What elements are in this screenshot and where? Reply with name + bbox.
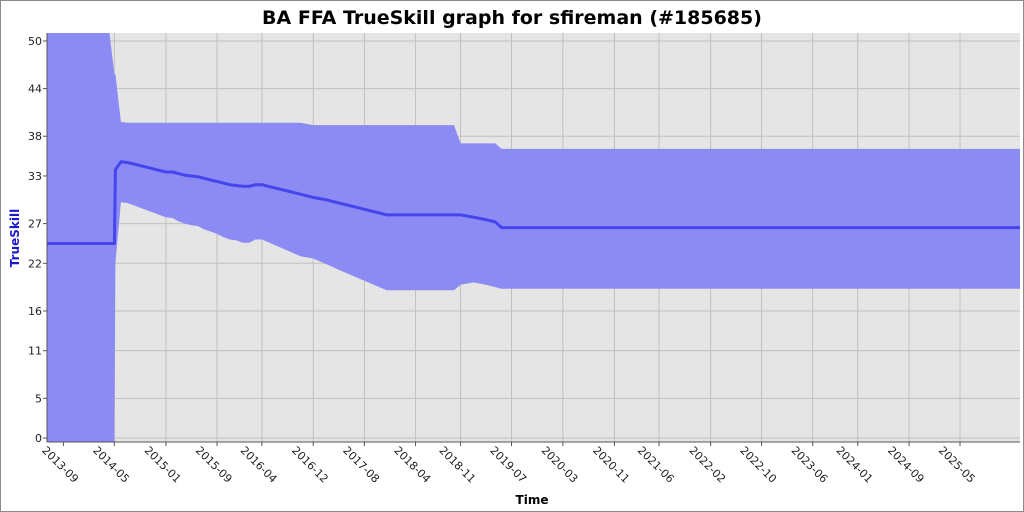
y-tick-labels: 0 5 11 16 22 27 33 38 44 50 bbox=[28, 35, 47, 445]
x-tick-label: 2022-10 bbox=[737, 444, 779, 486]
x-tick-label: 2019-07 bbox=[487, 444, 529, 486]
chart-title: BA FFA TrueSkill graph for sfireman (#18… bbox=[262, 7, 762, 29]
x-tick-label: 2021-06 bbox=[635, 444, 677, 486]
y-tick-label: 0 bbox=[35, 432, 42, 445]
y-axis-title: TrueSkill bbox=[8, 209, 22, 267]
y-tick-label: 16 bbox=[28, 305, 42, 318]
x-tick-label: 2024-09 bbox=[885, 444, 927, 486]
uncertainty-band bbox=[47, 33, 1020, 442]
x-tick-label: 2015-09 bbox=[193, 444, 235, 486]
trueskill-line bbox=[47, 160, 1020, 245]
y-tick-label: 50 bbox=[28, 35, 42, 48]
x-tick-label: 2014-05 bbox=[90, 444, 132, 486]
x-tick-labels: 2013-09 2014-05 2015-01 2015-09 2016-04 2016-… bbox=[39, 442, 978, 486]
x-tick-label: 2016-12 bbox=[289, 444, 331, 486]
y-tick-label: 44 bbox=[28, 83, 42, 96]
x-tick-label: 2024-01 bbox=[834, 444, 876, 486]
x-tick-label: 2020-11 bbox=[590, 444, 632, 486]
y-tick-label: 5 bbox=[35, 392, 42, 405]
x-tick-label: 2018-04 bbox=[391, 444, 433, 486]
x-tick-label: 2023-06 bbox=[789, 444, 831, 486]
x-tick-label: 2022-02 bbox=[686, 444, 728, 486]
x-tick-label: 2013-09 bbox=[39, 444, 81, 486]
y-tick-label: 22 bbox=[28, 257, 42, 270]
x-tick-label: 2025-05 bbox=[936, 444, 978, 486]
x-tick-label: 2016-04 bbox=[238, 444, 280, 486]
y-tick-label: 27 bbox=[28, 218, 42, 231]
x-tick-label: 2018-11 bbox=[436, 444, 478, 486]
y-tick-label: 38 bbox=[28, 130, 42, 143]
x-tick-label: 2017-08 bbox=[340, 444, 382, 486]
y-tick-label: 33 bbox=[28, 170, 42, 183]
series-layer bbox=[47, 33, 1020, 442]
y-tick-label: 11 bbox=[28, 345, 42, 358]
x-axis-title: Time bbox=[516, 493, 549, 507]
x-tick-label: 2020-03 bbox=[539, 444, 581, 486]
x-tick-label: 2015-01 bbox=[142, 444, 184, 486]
